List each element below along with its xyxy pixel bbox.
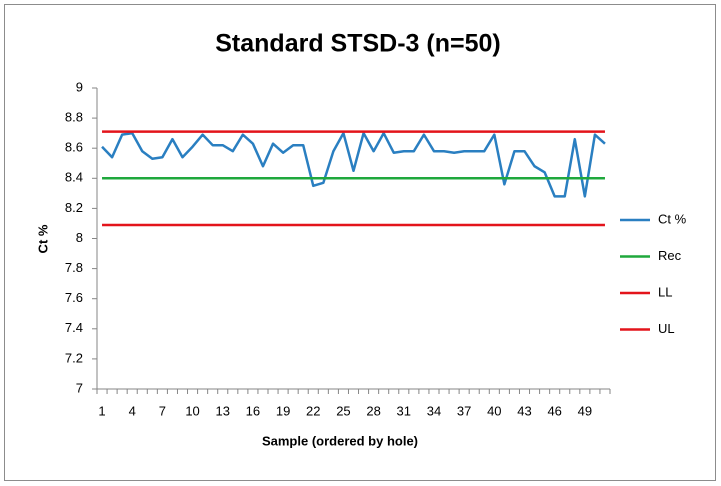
y-tick-label: 7.8	[65, 260, 83, 275]
x-tick-label: 37	[457, 403, 471, 418]
y-tick-label: 8.8	[65, 110, 83, 125]
chart-border	[4, 4, 716, 481]
y-axis-title: Ct %	[35, 224, 50, 253]
legend-label: LL	[658, 284, 672, 299]
y-tick-label: 7.4	[65, 320, 83, 335]
x-tick-label: 13	[216, 403, 230, 418]
x-tick-label: 46	[547, 403, 561, 418]
y-tick-label: 7	[76, 380, 83, 395]
y-tick-label: 8	[76, 230, 83, 245]
x-tick-label: 10	[185, 403, 199, 418]
y-tick-label: 8.2	[65, 200, 83, 215]
x-tick-label: 28	[366, 403, 380, 418]
chart-title: Standard STSD-3 (n=50)	[215, 30, 500, 58]
x-tick-label: 49	[578, 403, 592, 418]
y-tick-label: 7.2	[65, 350, 83, 365]
x-tick-label: 31	[397, 403, 411, 418]
x-tick-label: 7	[159, 403, 166, 418]
x-tick-label: 25	[336, 403, 350, 418]
legend-label: Rec	[658, 248, 682, 263]
x-tick-label: 22	[306, 403, 320, 418]
y-tick-label: 7.6	[65, 290, 83, 305]
legend-label: Ct %	[658, 211, 687, 226]
legend-label: UL	[658, 321, 675, 336]
x-axis-title: Sample (ordered by hole)	[262, 433, 418, 448]
x-tick-label: 34	[427, 403, 441, 418]
y-tick-label: 8.6	[65, 140, 83, 155]
y-tick-label: 8.4	[65, 170, 83, 185]
x-tick-label: 4	[129, 403, 136, 418]
x-tick-label: 16	[246, 403, 260, 418]
x-tick-label: 40	[487, 403, 501, 418]
y-tick-label: 9	[76, 79, 83, 94]
x-tick-label: 19	[276, 403, 290, 418]
x-tick-label: 43	[517, 403, 531, 418]
series-line	[101, 131, 606, 198]
x-tick-label: 1	[98, 403, 105, 418]
